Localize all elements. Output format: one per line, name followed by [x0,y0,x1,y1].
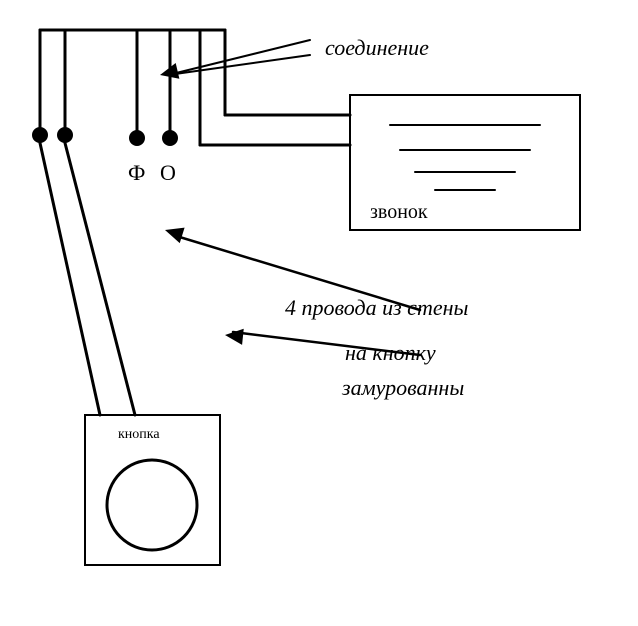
terminal-knob [32,127,48,143]
bell-label: звонок [370,201,428,223]
wires-label-2: на кнопку [345,340,436,365]
button-circle [107,460,197,550]
connection-label: соединение [325,35,429,60]
terminal-knob [162,130,178,146]
o-label: О [160,160,176,185]
phi-label: Ф [128,160,145,185]
terminal-knob [57,127,73,143]
wiring-diagram: звонок кнопка ФОсоединение 4 провода из сте… [0,0,638,626]
wires-label-3: замурованны [341,375,464,400]
terminal-knob [129,130,145,146]
button-label: кнопка [118,427,160,442]
wires-label-1: 4 провода из стены [285,295,469,320]
